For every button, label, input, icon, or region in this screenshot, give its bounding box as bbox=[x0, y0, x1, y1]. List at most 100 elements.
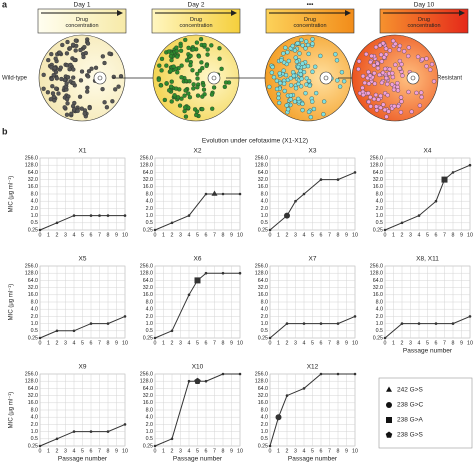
x-tick-label: 3 bbox=[179, 340, 182, 346]
colony bbox=[184, 58, 190, 63]
x-tick-label: 7 bbox=[98, 232, 101, 238]
point bbox=[285, 394, 289, 397]
x-axis-label: Passage number bbox=[58, 456, 108, 463]
x-tick-label: 7 bbox=[213, 448, 216, 454]
y-tick-label: 1.0 bbox=[31, 429, 38, 435]
colony bbox=[431, 79, 437, 84]
line bbox=[269, 315, 356, 339]
x-tick-label: 3 bbox=[294, 448, 297, 454]
y-tick-label: 256.0 bbox=[140, 155, 153, 161]
x-tick-label: 5 bbox=[196, 232, 199, 238]
colony bbox=[100, 54, 105, 59]
colony bbox=[295, 41, 300, 46]
colony bbox=[406, 89, 411, 95]
colony bbox=[167, 88, 172, 93]
point bbox=[153, 228, 157, 232]
colony bbox=[369, 53, 374, 59]
x-tick-label: 10 bbox=[237, 340, 243, 346]
colony bbox=[107, 51, 112, 56]
y-tick-label: 1.0 bbox=[146, 429, 153, 435]
x-tick-label: 8 bbox=[107, 340, 110, 346]
x-tick-label: 6 bbox=[320, 448, 323, 454]
colony bbox=[191, 47, 196, 52]
y-tick-label: 128.0 bbox=[255, 163, 268, 169]
x-tick-label: 3 bbox=[64, 340, 67, 346]
x-tick-label: 8 bbox=[222, 340, 225, 346]
legend-label: 242 G>S bbox=[397, 387, 424, 394]
colony bbox=[194, 40, 200, 45]
x-tick-label: 2 bbox=[286, 232, 289, 238]
colony bbox=[356, 66, 361, 72]
point bbox=[55, 329, 59, 333]
colony bbox=[157, 63, 162, 68]
x-tick-label: 5 bbox=[426, 232, 429, 238]
x-axis-label: Passage number bbox=[288, 456, 338, 463]
legend-box bbox=[378, 377, 473, 449]
colony bbox=[306, 78, 312, 84]
colony bbox=[368, 95, 373, 100]
y-tick-label: 0.25 bbox=[28, 443, 38, 449]
colony bbox=[195, 85, 200, 90]
day-label: ••• bbox=[307, 2, 315, 9]
colony bbox=[83, 50, 88, 56]
colony bbox=[339, 70, 345, 75]
colony bbox=[335, 78, 340, 83]
y-tick-label: 128.0 bbox=[25, 163, 38, 169]
colony bbox=[102, 100, 107, 105]
y-tick-label: 4.0 bbox=[261, 415, 268, 421]
x-tick-label: 6 bbox=[205, 340, 208, 346]
y-tick-label: 0.25 bbox=[373, 227, 383, 233]
x-tick-label: 2 bbox=[171, 232, 174, 238]
y-tick-label: 2.0 bbox=[146, 422, 153, 428]
x-tick-label: 7 bbox=[443, 232, 446, 238]
x-tick-label: 5 bbox=[81, 232, 84, 238]
x-tick-label: 10 bbox=[237, 232, 243, 238]
y-tick-label: 8.0 bbox=[376, 299, 383, 305]
colony bbox=[270, 64, 275, 70]
colony bbox=[361, 92, 366, 98]
line bbox=[384, 315, 471, 339]
colony bbox=[159, 56, 165, 62]
chart-title: X10 bbox=[192, 364, 204, 371]
colony bbox=[281, 68, 286, 73]
x-tick-label: 10 bbox=[467, 232, 473, 238]
colony bbox=[169, 99, 174, 104]
day-label: Day 10 bbox=[414, 2, 435, 9]
colony bbox=[89, 66, 94, 71]
point bbox=[89, 214, 93, 217]
colony bbox=[298, 84, 304, 89]
x-tick-label: 6 bbox=[435, 232, 438, 238]
point bbox=[72, 329, 76, 333]
y-tick-label: 128.0 bbox=[25, 271, 38, 277]
legend-label: 238 G>C bbox=[397, 402, 424, 409]
y-tick-label: 0.5 bbox=[146, 328, 153, 334]
colony bbox=[283, 72, 289, 78]
y-tick-label: 0.25 bbox=[143, 443, 153, 449]
x-tick-label: 7 bbox=[213, 340, 216, 346]
marker-pentagon bbox=[385, 431, 393, 438]
x-tick-label: 0 bbox=[269, 232, 272, 238]
colony bbox=[385, 93, 390, 98]
x-tick-label: 2 bbox=[56, 232, 59, 238]
colony bbox=[93, 65, 99, 70]
y-tick-label: 4.0 bbox=[31, 199, 38, 205]
colony bbox=[356, 59, 362, 64]
colony bbox=[169, 84, 174, 89]
colony bbox=[397, 43, 403, 48]
colony bbox=[364, 51, 369, 57]
colony bbox=[311, 106, 317, 112]
point bbox=[302, 387, 306, 390]
y-tick-label: 128.0 bbox=[140, 163, 153, 169]
colony bbox=[333, 52, 338, 57]
point bbox=[434, 199, 438, 203]
x-tick-label: 1 bbox=[162, 448, 165, 454]
x-tick-label: 2 bbox=[286, 340, 289, 346]
x-tick-label: 10 bbox=[122, 448, 128, 454]
x-tick-label: 10 bbox=[467, 340, 473, 346]
x-tick-label: 1 bbox=[392, 232, 395, 238]
marker-square bbox=[441, 176, 448, 183]
y-tick-label: 8.0 bbox=[146, 299, 153, 305]
colony bbox=[382, 55, 387, 60]
colony bbox=[281, 81, 287, 86]
x-tick-label: 2 bbox=[56, 340, 59, 346]
